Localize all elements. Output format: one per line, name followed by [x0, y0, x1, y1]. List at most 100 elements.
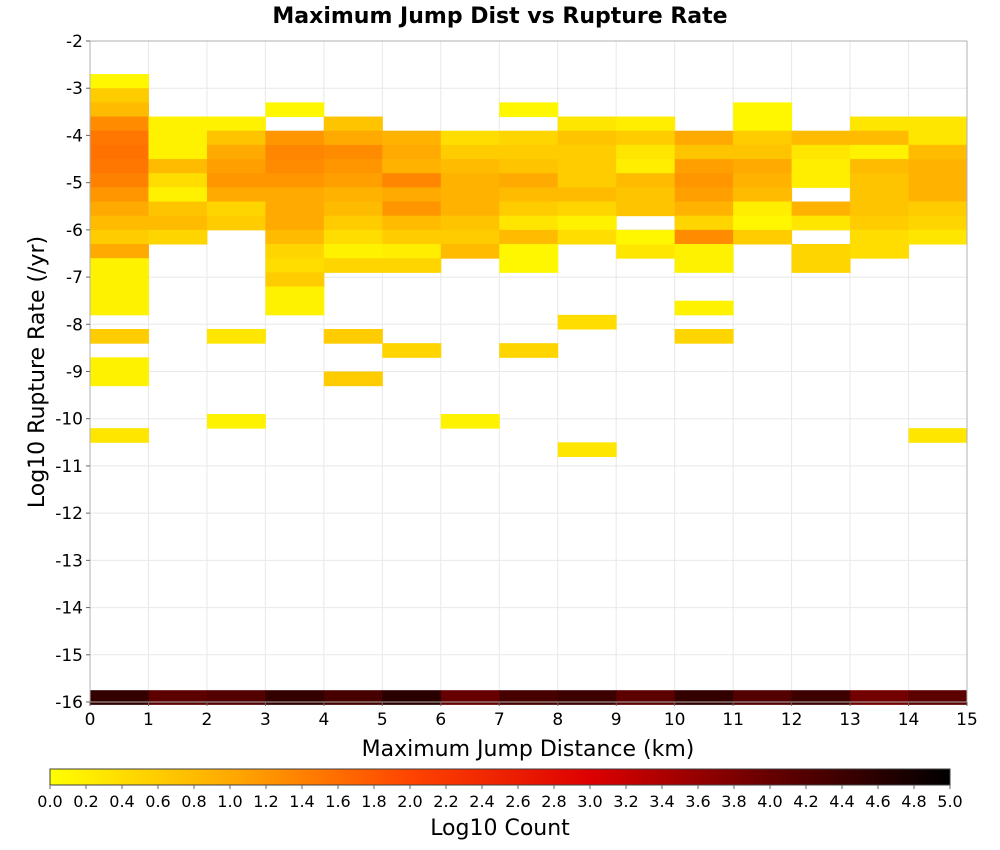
heatmap-cell: [733, 144, 793, 160]
heatmap-cell: [499, 258, 559, 273]
y-tick-label: -2: [66, 32, 83, 52]
y-tick-label: -15: [55, 646, 83, 666]
heatmap-cell: [90, 159, 149, 174]
heatmap-cell: [382, 187, 442, 203]
heatmap-cell: [90, 201, 149, 217]
heatmap-cell: [850, 229, 910, 245]
heatmap-cell: [265, 173, 325, 188]
heatmap-cell: [206, 413, 266, 429]
heatmap-cell: [499, 215, 559, 231]
colorbar-tick-label: 4.6: [865, 792, 890, 811]
heatmap-cell: [265, 286, 325, 302]
heatmap-cell: [733, 187, 793, 203]
heatmap-cell: [323, 201, 383, 217]
heatmap-cell: [733, 159, 793, 174]
colorbar-ticks: 0.0 0.2 0.4 0.6 0.8 1.0 1.2 1.4 1.6 1.8 2.0 2.2 2.4 2…: [37, 785, 963, 811]
heatmap-cell: [908, 187, 968, 203]
heatmap-cell: [616, 201, 676, 217]
x-tick-label: 13: [839, 710, 861, 730]
heatmap-cell: [206, 690, 266, 705]
heatmap-cell: [674, 144, 734, 160]
heatmap-cell: [265, 144, 325, 160]
heatmap-cell: [90, 244, 149, 259]
heatmap-cell: [557, 187, 617, 203]
heatmap-cell: [323, 116, 383, 132]
heatmap-cell: [499, 159, 559, 174]
colorbar-tick-label: 2.4: [469, 792, 494, 811]
heatmap-cell: [674, 329, 734, 344]
heatmap-cell: [323, 244, 383, 259]
heatmap-cell: [265, 187, 325, 203]
heatmap-cell: [440, 159, 500, 174]
y-tick-label: -13: [55, 551, 83, 571]
heatmap-cell: [323, 690, 383, 705]
colorbar-tick-label: 2.6: [505, 792, 530, 811]
heatmap-cell: [733, 215, 793, 231]
colorbar-tick-label: 4.8: [901, 792, 926, 811]
heatmap-cell: [908, 690, 968, 705]
colorbar-tick-label: 4.4: [829, 792, 854, 811]
heatmap-cell: [90, 88, 149, 103]
heatmap-cell: [323, 329, 383, 344]
heatmap-cell: [908, 116, 968, 132]
heatmap-cell: [499, 229, 559, 245]
heatmap-cell: [499, 690, 559, 705]
heatmap-cell: [90, 102, 149, 118]
y-tick-label: -16: [55, 693, 83, 713]
heatmap-cell: [499, 343, 559, 358]
heatmap-cell: [733, 130, 793, 146]
heatmap-cell: [265, 102, 325, 118]
y-tick-label: -5: [66, 174, 83, 194]
heatmap-cell: [791, 173, 851, 188]
heatmap-cell: [499, 102, 559, 118]
heatmap-cell: [206, 215, 266, 231]
x-tick-label: 15: [956, 710, 978, 730]
heatmap-cell: [557, 144, 617, 160]
heatmap-cell: [908, 201, 968, 217]
colorbar-tick-label: 0.2: [73, 792, 98, 811]
heatmap-cell: [674, 229, 734, 245]
heatmap-cell: [206, 187, 266, 203]
heatmap-cell: [440, 229, 500, 245]
heatmap-cell: [499, 173, 559, 188]
x-tick-label: 11: [722, 710, 744, 730]
heatmap-cell: [323, 187, 383, 203]
heatmap-cell: [382, 690, 442, 705]
x-tick-label: 7: [494, 710, 505, 730]
colorbar-tick-label: 1.6: [325, 792, 350, 811]
heatmap-cell: [616, 690, 676, 705]
colorbar-tick-label: 1.0: [217, 792, 242, 811]
heatmap-cell: [90, 173, 149, 188]
heatmap-cell: [323, 258, 383, 273]
y-axis-label: Log10 Rupture Rate (/yr): [25, 236, 50, 508]
heatmap-cell: [440, 173, 500, 188]
colorbar-tick-label: 2.8: [541, 792, 566, 811]
heatmap-cell: [440, 413, 500, 429]
heatmap-cell: [850, 130, 910, 146]
heatmap-cell: [616, 116, 676, 132]
heatmap-cell: [206, 173, 266, 188]
heatmap-cell: [674, 258, 734, 273]
heatmap-cell: [557, 201, 617, 217]
heatmap-cell: [791, 201, 851, 217]
heatmap-cell: [90, 300, 149, 316]
heatmap-cell: [90, 272, 149, 288]
heatmap-cell: [323, 371, 383, 387]
heatmap-cell: [850, 187, 910, 203]
heatmap-cell: [850, 159, 910, 174]
colorbar-tick-label: 2.0: [397, 792, 422, 811]
heatmap-cell: [265, 229, 325, 245]
heatmap-cell: [908, 428, 968, 443]
colorbar-tick-label: 1.2: [253, 792, 278, 811]
heatmap-cells: [90, 74, 968, 705]
heatmap-cell: [440, 201, 500, 217]
heatmap-cell: [850, 144, 910, 160]
heatmap-cell: [733, 201, 793, 217]
heatmap-cell: [90, 116, 149, 132]
heatmap-cell: [148, 215, 208, 231]
heatmap-cell: [674, 215, 734, 231]
heatmap-cell: [616, 130, 676, 146]
heatmap-cell: [90, 329, 149, 344]
heatmap-cell: [908, 130, 968, 146]
heatmap-cell: [90, 187, 149, 203]
